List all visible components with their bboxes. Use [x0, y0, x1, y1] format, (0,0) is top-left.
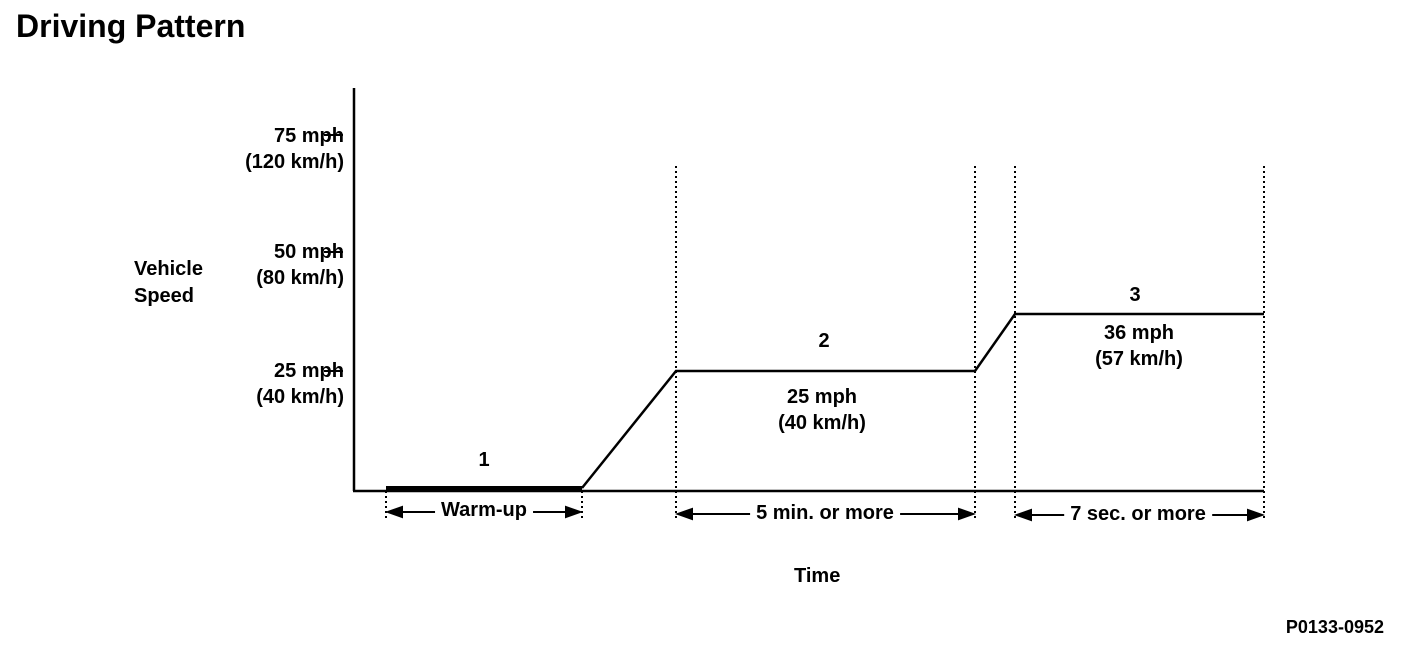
page-title: Driving Pattern	[16, 8, 246, 44]
y-tick-75: 75 mph (120 km/h)	[245, 123, 344, 175]
y-axis-title: Vehicle Speed	[134, 256, 203, 310]
segment-2-speed-kmh: (40 km/h)	[778, 412, 866, 434]
arrow-seg3-right-head	[1247, 508, 1265, 522]
y-tick-50: 50 mph (80 km/h)	[256, 239, 344, 291]
segment-3-speed-mph: 36 mph	[1103, 322, 1175, 344]
segment-2-number: 2	[818, 330, 830, 352]
segment-2-speed: 25 mph (40 km/h)	[778, 384, 866, 436]
y-axis-title-line-1: Vehicle	[134, 258, 203, 280]
y-tick-25: 25 mph (40 km/h)	[256, 358, 344, 410]
arrow-seg3-left-head	[1014, 508, 1032, 522]
y-tick-50-kmh: (80 km/h)	[256, 267, 344, 289]
segment-1-number: 1	[478, 449, 490, 471]
y-tick-25-kmh: (40 km/h)	[256, 386, 344, 408]
arrow-seg2-left-head	[675, 507, 693, 521]
segment-3-speed-kmh: (57 km/h)	[1095, 348, 1183, 370]
segment-2-speed-mph: 25 mph	[786, 386, 858, 408]
y-axis-title-line-2: Speed	[134, 285, 195, 307]
arrow-seg2-right-head	[958, 507, 976, 521]
y-tick-75-mph: 75 mph	[273, 125, 344, 147]
arrow-warmup-right-head	[565, 505, 583, 519]
y-tick-50-mph: 50 mph	[273, 241, 344, 263]
arrow-warmup-left-head	[385, 505, 403, 519]
segment-3-number: 3	[1129, 284, 1141, 306]
segment-1-duration: Warm-up	[435, 499, 533, 522]
y-tick-25-mph: 25 mph	[273, 360, 344, 382]
segment-2-duration: 5 min. or more	[750, 502, 900, 525]
segment-3-duration: 7 sec. or more	[1064, 503, 1212, 526]
y-tick-75-kmh: (120 km/h)	[245, 151, 344, 173]
figure-id: P0133-0952	[1285, 617, 1384, 637]
segment-3-speed: 36 mph (57 km/h)	[1095, 320, 1183, 372]
x-axis-title: Time	[794, 565, 841, 587]
segment-boundaries	[385, 166, 1265, 521]
